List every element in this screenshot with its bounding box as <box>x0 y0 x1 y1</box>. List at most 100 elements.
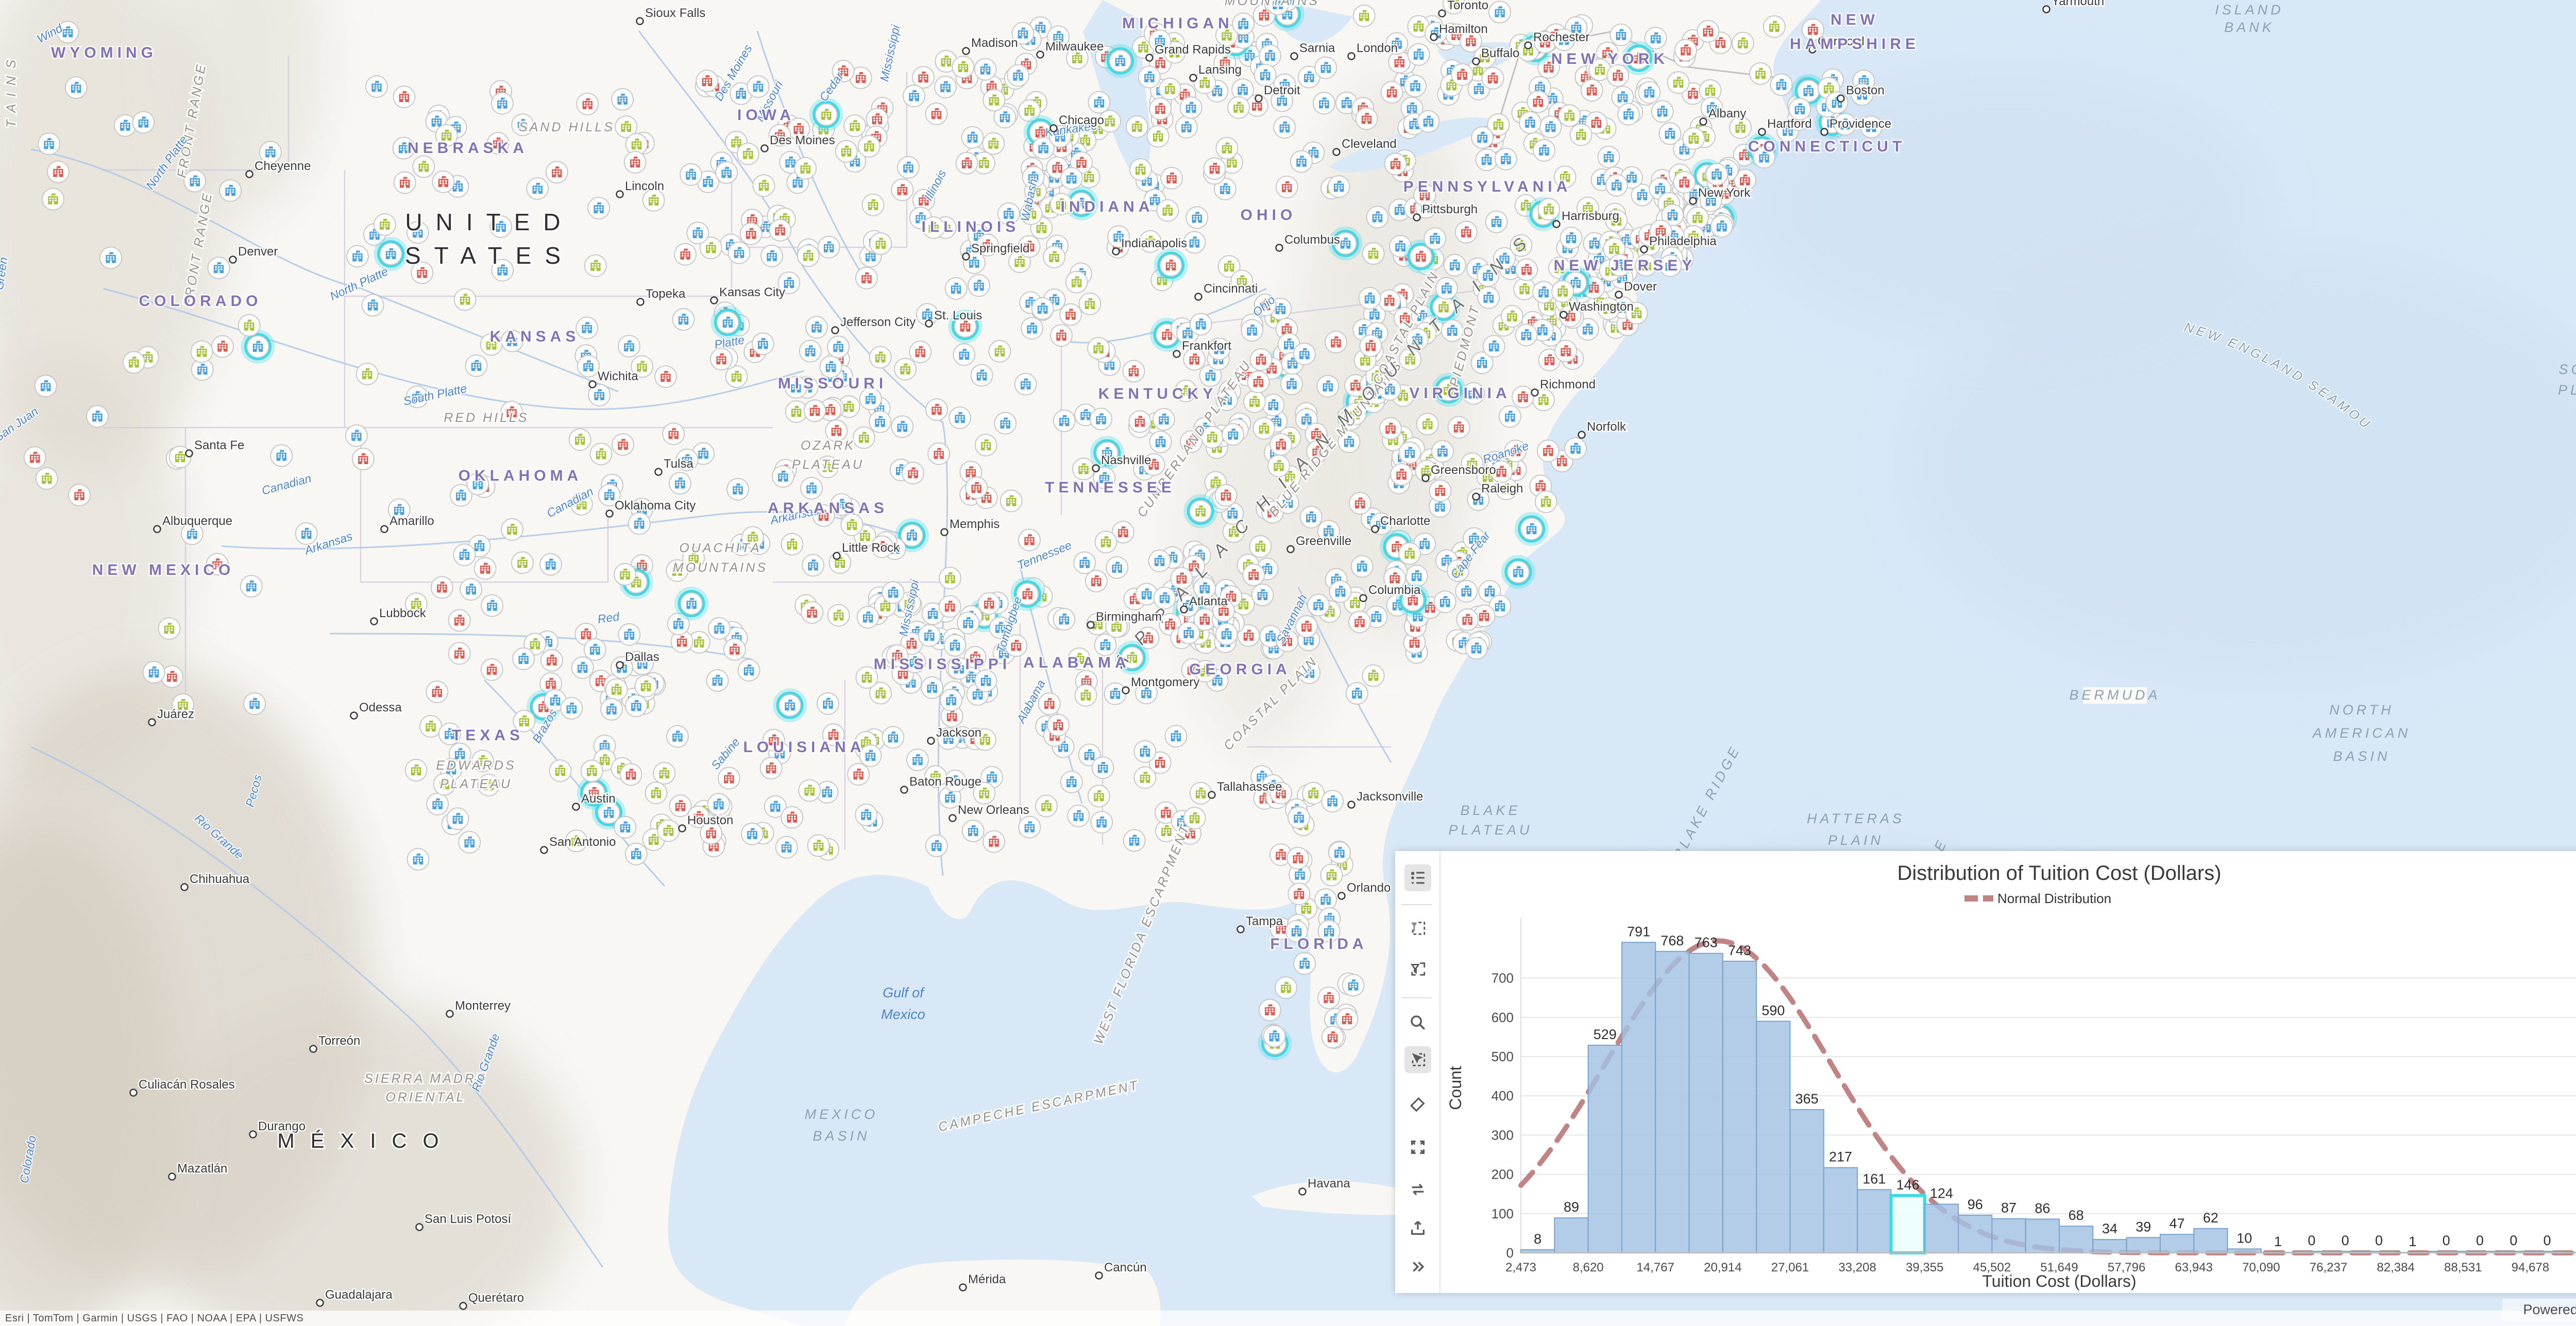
school-marker[interactable] <box>1762 15 1786 38</box>
school-marker[interactable] <box>948 406 972 429</box>
school-marker[interactable] <box>1021 317 1044 340</box>
school-marker[interactable] <box>674 586 709 621</box>
school-marker[interactable] <box>1018 815 1041 839</box>
school-marker[interactable] <box>624 842 648 865</box>
school-marker[interactable] <box>432 170 455 193</box>
school-marker[interactable] <box>172 693 194 716</box>
histogram-bar[interactable] <box>2159 1234 2195 1254</box>
school-marker[interactable] <box>1049 193 1073 216</box>
school-marker[interactable] <box>1389 235 1412 258</box>
school-marker[interactable] <box>1038 692 1061 716</box>
school-marker[interactable] <box>1213 51 1236 74</box>
school-marker[interactable] <box>817 692 839 715</box>
school-marker[interactable] <box>501 518 523 541</box>
school-marker[interactable] <box>1344 402 1367 426</box>
school-marker[interactable] <box>183 169 207 193</box>
school-marker[interactable] <box>1137 626 1160 650</box>
school-marker[interactable] <box>588 383 611 406</box>
school-marker[interactable] <box>1447 416 1470 439</box>
school-marker[interactable] <box>781 806 804 829</box>
school-marker[interactable] <box>1020 202 1043 225</box>
school-marker[interactable] <box>1320 863 1343 887</box>
school-marker[interactable] <box>855 803 878 826</box>
school-marker[interactable] <box>982 132 1005 155</box>
school-marker[interactable] <box>891 415 914 438</box>
school-marker[interactable] <box>961 819 985 842</box>
school-marker[interactable] <box>1183 494 1218 529</box>
export-button[interactable] <box>1404 1215 1431 1242</box>
school-marker[interactable] <box>781 533 804 556</box>
school-marker[interactable] <box>827 604 850 627</box>
school-marker[interactable] <box>412 155 435 178</box>
school-marker[interactable] <box>1275 176 1298 198</box>
school-marker[interactable] <box>947 657 971 680</box>
school-marker[interactable] <box>1770 73 1793 96</box>
school-marker[interactable] <box>777 271 801 295</box>
school-marker[interactable] <box>707 793 730 816</box>
school-marker[interactable] <box>1658 122 1682 145</box>
school-marker[interactable] <box>856 606 879 629</box>
school-marker[interactable] <box>560 696 583 720</box>
school-marker[interactable] <box>1213 177 1236 200</box>
school-marker[interactable] <box>1451 63 1474 86</box>
school-marker[interactable] <box>1825 91 1849 114</box>
school-marker[interactable] <box>64 76 88 99</box>
school-marker[interactable] <box>207 257 230 280</box>
histogram-bar[interactable] <box>2025 1218 2060 1254</box>
school-marker[interactable] <box>1293 952 1316 975</box>
school-marker[interactable] <box>41 188 64 211</box>
school-marker[interactable] <box>822 723 845 746</box>
school-marker[interactable] <box>925 398 948 421</box>
school-marker[interactable] <box>982 830 1006 853</box>
school-marker[interactable] <box>751 332 774 355</box>
school-marker[interactable] <box>803 399 826 422</box>
school-marker[interactable] <box>1487 113 1510 136</box>
school-marker[interactable] <box>511 551 534 574</box>
school-marker[interactable] <box>1164 725 1188 747</box>
school-marker[interactable] <box>1328 226 1363 261</box>
flip-axes-button[interactable] <box>1404 1176 1431 1203</box>
school-marker[interactable] <box>784 376 807 399</box>
school-marker[interactable] <box>241 329 275 364</box>
school-marker[interactable] <box>859 387 882 411</box>
school-marker[interactable] <box>977 592 1001 615</box>
school-marker[interactable] <box>1299 505 1323 529</box>
school-marker[interactable] <box>747 75 770 98</box>
school-marker[interactable] <box>1569 123 1592 146</box>
school-marker[interactable] <box>1098 110 1122 133</box>
school-marker[interactable] <box>1834 113 1857 136</box>
school-marker[interactable] <box>1104 682 1127 705</box>
school-marker[interactable] <box>1090 811 1113 834</box>
school-marker[interactable] <box>1153 586 1176 609</box>
school-marker[interactable] <box>802 554 825 577</box>
school-marker[interactable] <box>1597 297 1620 320</box>
school-marker[interactable] <box>1406 328 1429 351</box>
school-marker[interactable] <box>953 343 976 366</box>
school-marker[interactable] <box>1123 829 1146 852</box>
school-marker[interactable] <box>741 526 764 549</box>
school-marker[interactable] <box>449 484 472 507</box>
school-marker[interactable] <box>1087 785 1110 808</box>
school-marker[interactable] <box>773 688 807 723</box>
school-marker[interactable] <box>448 642 471 665</box>
school-marker[interactable] <box>486 132 510 155</box>
school-marker[interactable] <box>1423 227 1447 250</box>
school-marker[interactable] <box>1185 206 1209 229</box>
school-marker[interactable] <box>700 822 723 845</box>
school-marker[interactable] <box>999 489 1023 513</box>
school-marker[interactable] <box>1729 116 1752 139</box>
school-marker[interactable] <box>1551 280 1574 303</box>
school-marker[interactable] <box>943 634 967 657</box>
school-marker[interactable] <box>1014 372 1037 396</box>
school-marker[interactable] <box>1183 807 1206 830</box>
school-marker[interactable] <box>1273 116 1296 139</box>
school-marker[interactable] <box>937 727 960 750</box>
school-marker[interactable] <box>1314 56 1337 79</box>
school-marker[interactable] <box>614 563 636 586</box>
school-marker[interactable] <box>1138 65 1161 89</box>
school-marker[interactable] <box>1139 230 1162 253</box>
school-marker[interactable] <box>1404 74 1427 97</box>
school-marker[interactable] <box>869 346 892 369</box>
school-marker[interactable] <box>1403 239 1438 274</box>
school-marker[interactable] <box>345 424 368 447</box>
